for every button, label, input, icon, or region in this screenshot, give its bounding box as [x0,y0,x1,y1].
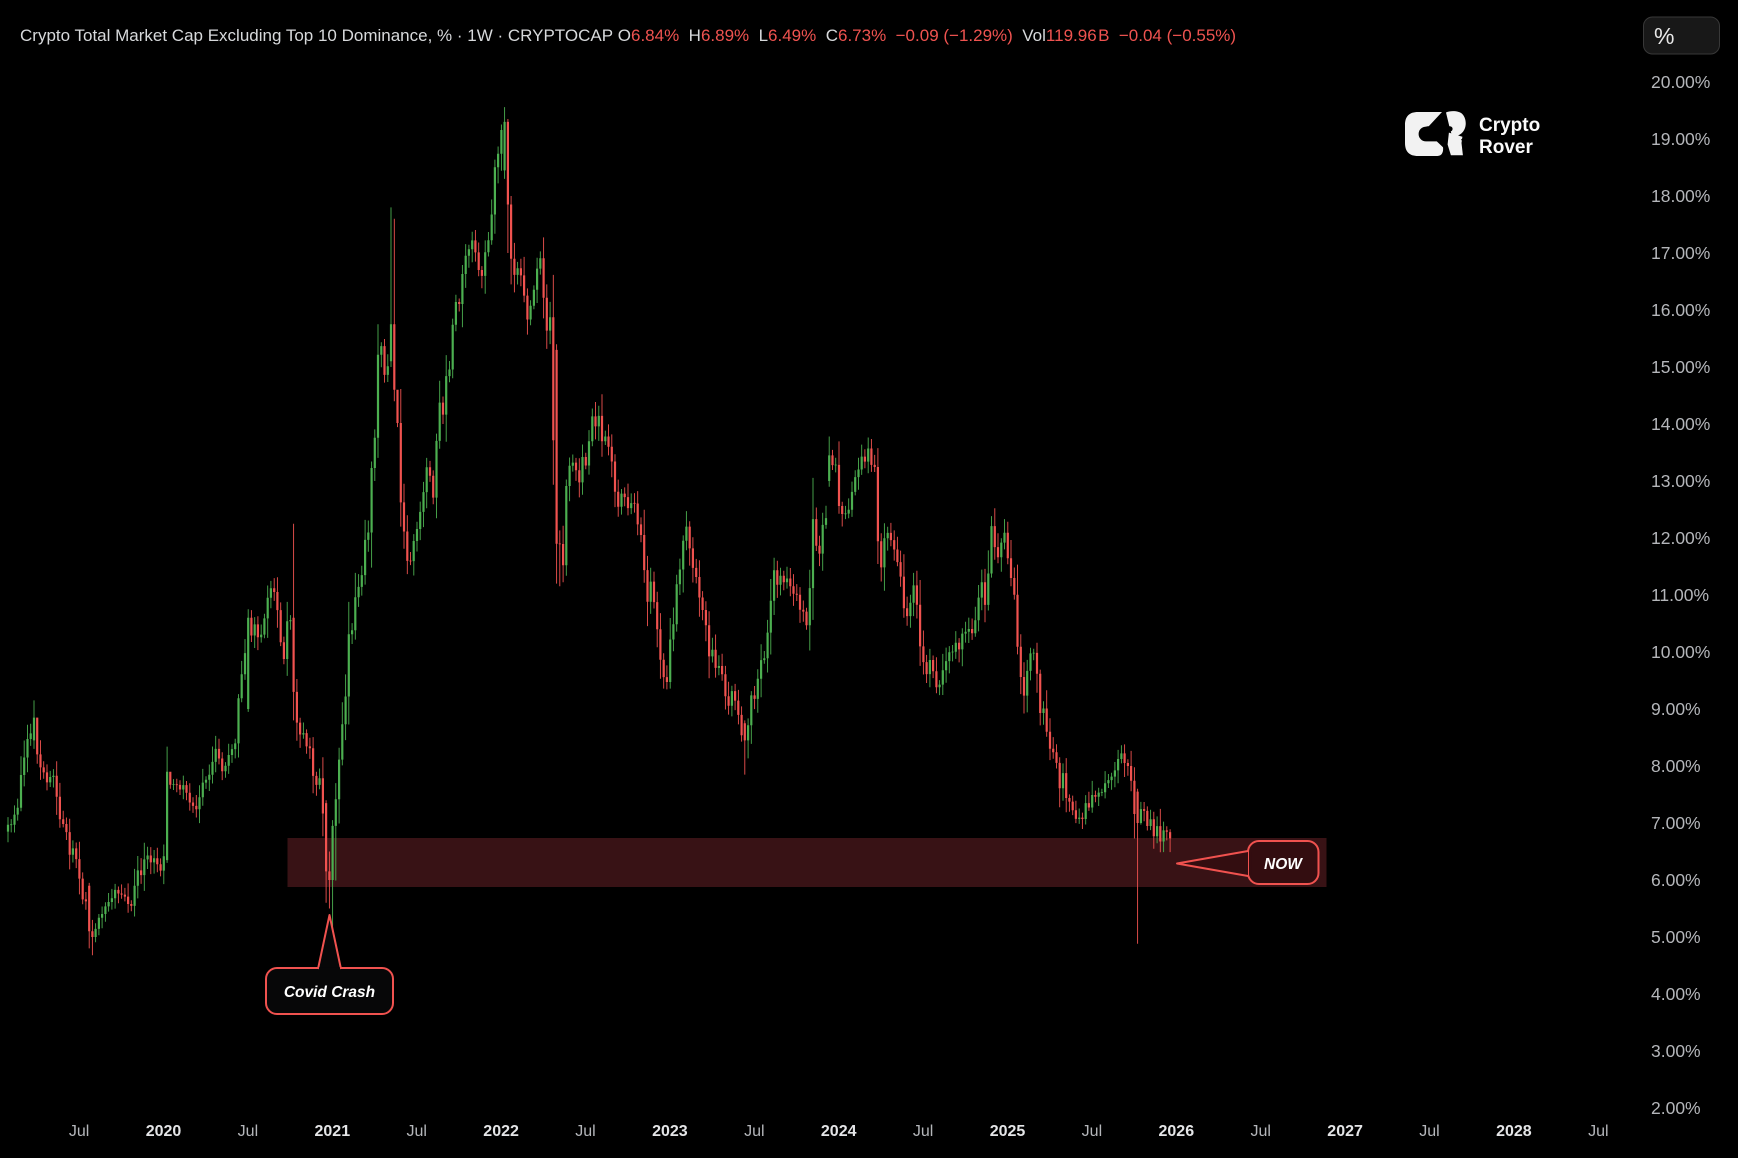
svg-text:6.00%: 6.00% [1651,870,1701,890]
svg-text:2020: 2020 [146,1123,182,1140]
svg-text:14.00%: 14.00% [1651,414,1710,434]
svg-text:Jul: Jul [1082,1123,1102,1140]
svg-text:Jul: Jul [406,1123,426,1140]
svg-text:Jul: Jul [913,1123,933,1140]
svg-text:2028: 2028 [1496,1123,1532,1140]
svg-text:Crypto: Crypto [1479,115,1540,136]
svg-text:16.00%: 16.00% [1651,300,1710,320]
svg-text:NOW: NOW [1264,856,1303,873]
svg-text:5.00%: 5.00% [1651,927,1701,947]
svg-text:8.00%: 8.00% [1651,756,1701,776]
svg-text:Jul: Jul [1250,1123,1270,1140]
svg-text:9.00%: 9.00% [1651,699,1701,719]
svg-text:2026: 2026 [1159,1123,1195,1140]
svg-text:Crypto Total Market Cap Exclud: Crypto Total Market Cap Excluding Top 10… [20,26,1236,45]
svg-text:Jul: Jul [1419,1123,1439,1140]
svg-text:2021: 2021 [315,1123,351,1140]
svg-text:11.00%: 11.00% [1651,585,1709,605]
svg-text:2023: 2023 [652,1123,688,1140]
svg-text:2.00%: 2.00% [1651,1098,1701,1118]
svg-text:Covid Crash: Covid Crash [284,984,375,1001]
svg-text:13.00%: 13.00% [1651,471,1710,491]
svg-text:19.00%: 19.00% [1651,129,1710,149]
svg-text:2025: 2025 [990,1123,1026,1140]
svg-text:18.00%: 18.00% [1651,186,1710,206]
svg-text:Jul: Jul [1588,1123,1608,1140]
svg-text:17.00%: 17.00% [1651,243,1710,263]
svg-text:Jul: Jul [69,1123,89,1140]
svg-text:2027: 2027 [1327,1123,1363,1140]
svg-text:3.00%: 3.00% [1651,1041,1701,1061]
svg-text:4.00%: 4.00% [1651,984,1701,1004]
svg-text:Jul: Jul [575,1123,595,1140]
svg-text:15.00%: 15.00% [1651,357,1710,377]
svg-text:Jul: Jul [744,1123,764,1140]
svg-text:10.00%: 10.00% [1651,642,1710,662]
svg-text:12.00%: 12.00% [1651,528,1710,548]
svg-text:%: % [1654,23,1674,49]
svg-text:2024: 2024 [821,1123,857,1140]
svg-text:Rover: Rover [1479,137,1533,158]
svg-text:7.00%: 7.00% [1651,813,1701,833]
svg-text:2022: 2022 [483,1123,519,1140]
svg-text:20.00%: 20.00% [1651,72,1710,92]
svg-text:Jul: Jul [238,1123,258,1140]
